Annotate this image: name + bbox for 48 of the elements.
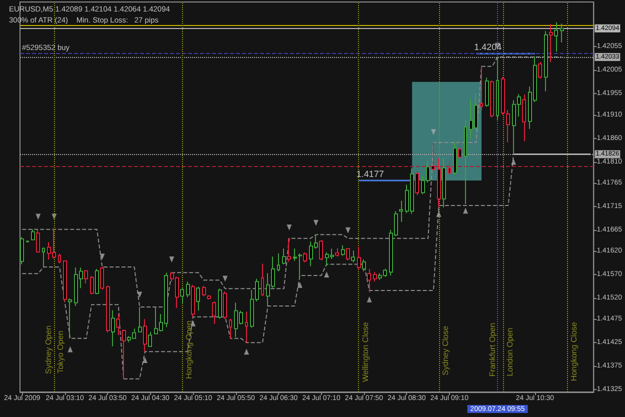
candlestick	[367, 268, 371, 293]
annotation: 1.4177	[356, 169, 384, 180]
candlestick	[202, 285, 206, 297]
point	[222, 276, 228, 282]
candlestick	[501, 76, 505, 116]
annotation: Sydney Open	[44, 325, 53, 374]
point	[100, 254, 105, 260]
point	[430, 129, 436, 136]
candlestick	[506, 110, 510, 143]
candlestick	[293, 248, 297, 262]
annotation: Hongkong Open	[184, 320, 194, 379]
annotation: Sydney Close	[441, 325, 450, 376]
candlestick	[245, 311, 248, 344]
point	[366, 296, 372, 302]
point	[244, 348, 249, 355]
candlestick	[261, 263, 264, 297]
annotation: Wellington Close	[360, 322, 370, 382]
point	[297, 282, 302, 288]
annotation: Hongkong Close	[570, 321, 579, 382]
candlestick	[42, 247, 45, 268]
candlestick	[448, 161, 451, 176]
annotation: 1.4204	[474, 42, 502, 52]
candlestick	[58, 253, 61, 264]
point	[36, 214, 41, 220]
point	[286, 224, 292, 231]
point	[345, 227, 350, 234]
candlestick	[26, 240, 29, 244]
point	[313, 220, 318, 226]
candlestick	[20, 236, 24, 265]
point	[511, 158, 516, 165]
point	[68, 346, 73, 352]
point	[142, 357, 148, 364]
candlestick	[496, 56, 499, 121]
annotation: London Open	[505, 328, 514, 376]
candlestick	[399, 200, 403, 222]
candlestick	[207, 294, 211, 300]
point	[324, 272, 330, 278]
point	[137, 292, 142, 298]
candlestick	[212, 300, 216, 324]
point	[169, 256, 174, 262]
candlestick	[277, 252, 280, 272]
annotation: Tokyo Open	[56, 330, 65, 374]
annotation: Frankfurt Open	[488, 322, 498, 377]
candlestick	[229, 318, 232, 339]
candlestick	[480, 66, 483, 111]
candlestick	[464, 120, 467, 205]
point	[462, 208, 468, 214]
candlestick	[560, 23, 564, 43]
